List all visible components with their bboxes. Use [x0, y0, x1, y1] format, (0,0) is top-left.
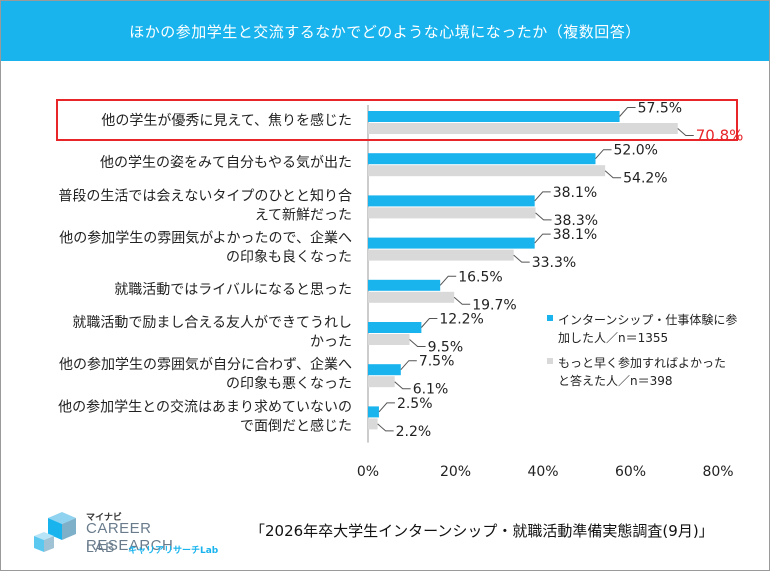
category-label: 他の参加学生との交流はあまり求めていないの: [58, 398, 352, 415]
x-tick-label: 80%: [702, 464, 733, 480]
data-label: 52.0%: [614, 143, 658, 159]
leader-line: [677, 128, 694, 136]
data-label: 9.5%: [428, 340, 464, 356]
category-label: えて新鮮だった: [255, 207, 352, 223]
logo-main-text: CAREER RESEARCH: [86, 520, 174, 554]
bar-participated: [368, 364, 401, 376]
leader-line: [421, 318, 438, 328]
bar-wished-earlier: [368, 249, 514, 261]
data-label: 19.7%: [472, 297, 516, 313]
x-tick-label: 60%: [615, 464, 646, 480]
data-label: 2.2%: [396, 424, 432, 440]
leader-line: [453, 296, 471, 305]
legend-label: インターンシップ・仕事体験に参: [558, 312, 737, 327]
data-label: 57.5%: [638, 101, 682, 117]
category-label: 他の学生が優秀に見えて、焦りを感じた: [101, 112, 352, 129]
highlight-box: [56, 99, 738, 141]
x-tick-label: 40%: [527, 464, 558, 480]
category-label: 他の参加学生の雰囲気がよかったので、企業へ: [59, 230, 352, 247]
data-label: 54.2%: [623, 171, 667, 187]
leader-line: [513, 254, 530, 263]
category-label: 他の学生の姿をみて自分もやる気が出た: [100, 155, 352, 171]
bar-participated: [368, 279, 441, 291]
bar-wished-earlier: [368, 207, 536, 219]
logo-small-text: マイナビ: [86, 513, 122, 523]
legend-swatch: [547, 358, 553, 364]
data-label: 38.1%: [553, 185, 597, 201]
bar-wished-earlier: [368, 376, 395, 388]
legend-label: もっと早く参加すればよかった: [558, 355, 726, 370]
logo-kana-text: キャリアリサーチLab: [128, 546, 219, 556]
bar-participated: [368, 406, 379, 418]
data-label: 70.8%: [696, 127, 744, 145]
data-label: 7.5%: [419, 354, 455, 370]
category-label: の印象も良くなった: [226, 250, 352, 266]
data-label: 38.3%: [554, 213, 598, 229]
leader-line: [377, 423, 394, 432]
leader-line: [534, 191, 551, 202]
x-tick-label: 0%: [357, 464, 379, 480]
legend-label: 加した人／n＝1355: [558, 331, 668, 345]
logo-lab-text: LAB: [86, 539, 116, 555]
bar-wished-earlier: [368, 291, 455, 303]
category-label: 他の参加学生の雰囲気が自分に合わず、企業へ: [59, 356, 352, 373]
leader-line: [619, 107, 636, 117]
leader-line: [534, 233, 551, 244]
category-label: かった: [310, 334, 352, 350]
category-label: 普段の生活では会えないタイプのひとと知り合: [58, 187, 352, 204]
data-label: 6.1%: [413, 382, 449, 398]
x-tick-label: 20%: [440, 464, 471, 480]
bar-participated: [368, 195, 535, 207]
legend-swatch: [547, 315, 553, 321]
category-label: で面倒だと感じた: [240, 417, 352, 434]
bar-participated: [368, 322, 422, 333]
leader-line: [535, 212, 552, 221]
brand-logo: マイナビ CAREER RESEARCH LAB キャリアリサーチLab: [30, 510, 240, 558]
logo-cube-icon: [34, 512, 76, 552]
leader-line: [409, 339, 426, 347]
source-caption: 「2026年卒大学生インターンシップ・就職活動準備実態調査(9月)」: [250, 522, 714, 540]
category-label: 就職活動で励まし合える友人ができてうれし: [72, 315, 352, 331]
bar-participated: [368, 153, 596, 165]
bar-wished-earlier: [368, 418, 378, 430]
data-label: 2.5%: [397, 396, 433, 412]
leader-line: [439, 275, 457, 286]
bar-participated: [368, 111, 620, 122]
leader-line: [595, 149, 612, 160]
data-label: 12.2%: [439, 312, 483, 328]
bar-wished-earlier: [368, 123, 678, 134]
chart-title: ほかの参加学生と交流するなかでどのような心境になったか（複数回答）: [1, 1, 769, 61]
data-label: 38.1%: [553, 227, 597, 243]
leader-line: [400, 360, 417, 371]
category-label: 就職活動ではライバルになると思った: [114, 282, 352, 298]
leader-line: [394, 381, 411, 390]
bar-wished-earlier: [368, 334, 410, 345]
data-label: 33.3%: [532, 255, 576, 271]
data-label: 16.5%: [458, 269, 502, 285]
category-label: の印象も悪くなった: [226, 376, 352, 392]
bar-wished-earlier: [368, 165, 606, 177]
leader-line: [604, 170, 622, 179]
legend-label: と答えた人／n＝398: [558, 373, 673, 388]
bar-participated: [368, 237, 535, 249]
leader-line: [378, 402, 395, 413]
